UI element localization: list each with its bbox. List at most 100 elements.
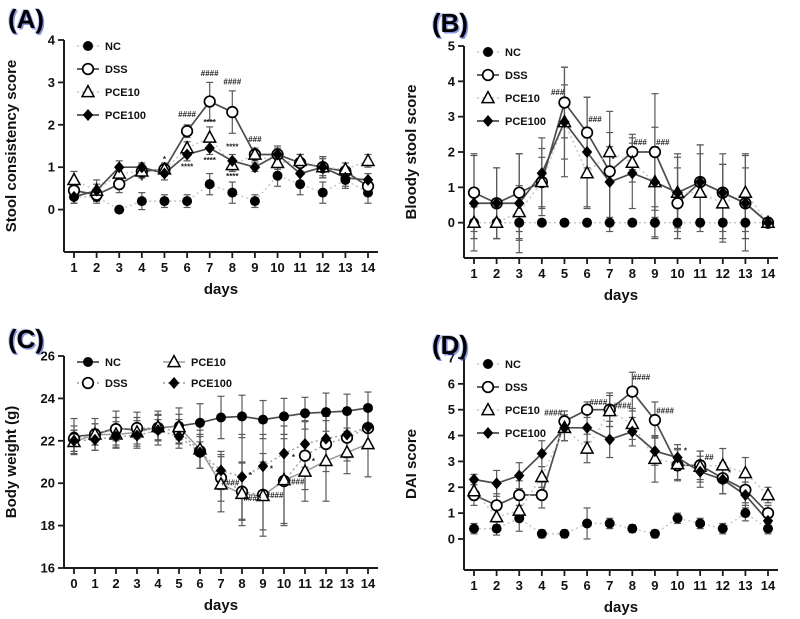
legend: NC DSS PCE10 PCE100: [77, 41, 146, 122]
y-tick-label: 1: [448, 180, 455, 195]
y-tick-label: 3: [448, 454, 455, 469]
significance-annotations: #### #### #### #### #### * ## *: [544, 373, 732, 478]
x-tick-label: 6: [183, 260, 190, 275]
x-tick-label: 6: [583, 578, 590, 593]
x-tick-label: 8: [629, 266, 636, 281]
annotation: *: [270, 465, 274, 474]
x-tick-label: 9: [259, 576, 266, 591]
annotation: ####: [244, 494, 262, 503]
series-markers-PCE10: [466, 403, 776, 523]
x-tick-label: 13: [738, 266, 752, 281]
panel-d-label: (D): [432, 330, 469, 360]
x-axis-label: days: [604, 599, 638, 616]
annotation: ****: [181, 162, 194, 171]
legend-label-PCE100: PCE100: [105, 110, 146, 122]
y-tick-label: 0: [448, 215, 455, 230]
x-tick-label: 13: [340, 576, 354, 591]
annotation: ****: [203, 118, 216, 127]
y-tick-label: 2: [48, 117, 55, 132]
legend-label-PCE10: PCE10: [105, 87, 140, 99]
x-tick-label: 3: [116, 260, 123, 275]
legend-label-NC: NC: [105, 41, 121, 53]
series-markers-PCE10: [466, 114, 776, 229]
annotation: ####: [223, 78, 241, 87]
x-tick-label: 8: [238, 576, 245, 591]
x-tick-label: 13: [738, 578, 752, 593]
y-tick-label: 4: [48, 33, 56, 48]
x-tick-label: 1: [470, 266, 477, 281]
x-tick-label: 5: [175, 576, 182, 591]
x-tick-label: 9: [651, 578, 658, 593]
x-tick-label: 5: [561, 266, 568, 281]
x-tick-label: 4: [154, 576, 162, 591]
significance-annotations: * * #### **** #### **** **** #### **** **** ###: [140, 69, 262, 185]
y-axis-label: Stool consistency score: [3, 60, 20, 233]
x-tick-label: 5: [161, 260, 168, 275]
annotation: ####: [222, 478, 240, 487]
annotation: ###: [588, 115, 602, 124]
x-tick-label: 2: [93, 260, 100, 275]
x-tick-label: 1: [70, 260, 77, 275]
legend-label-DSS: DSS: [105, 64, 128, 76]
legend-label-PCE100: PCE100: [505, 116, 546, 128]
x-tick-label: 10: [277, 576, 291, 591]
x-axis-label: days: [204, 597, 238, 614]
x-tick-label: 8: [629, 578, 636, 593]
y-tick-label: 6: [448, 376, 455, 391]
annotation: *: [292, 453, 296, 462]
x-tick-label: 14: [761, 266, 776, 281]
x-tick-label: 14: [361, 260, 376, 275]
legend-label-DSS: DSS: [505, 70, 528, 82]
panel-b-label: (B): [432, 8, 469, 38]
annotation: ###: [634, 138, 648, 147]
annotation: *: [163, 155, 167, 164]
x-tick-label: 10: [670, 578, 684, 593]
panel-a-label: (A): [8, 4, 45, 34]
x-tick-label: 4: [538, 578, 546, 593]
significance-annotations: ######## ########*** *: [222, 453, 316, 503]
x-tick-label: 8: [229, 260, 236, 275]
y-tick-label: 0: [448, 531, 455, 546]
x-tick-label: 0: [70, 576, 77, 591]
annotation: *: [612, 155, 616, 164]
x-tick-label: 7: [606, 266, 613, 281]
y-tick-label: 26: [41, 349, 55, 364]
y-tick-label: 24: [41, 391, 56, 406]
legend-label-PCE100: PCE100: [191, 378, 232, 390]
series-markers-PCE100: [68, 142, 374, 203]
x-tick-label: 7: [206, 260, 213, 275]
y-axis-label: Body weight (g): [3, 406, 20, 519]
x-tick-label: 14: [761, 578, 776, 593]
annotation: *: [140, 176, 144, 185]
annotation: ****: [203, 156, 216, 165]
significance-annotations: ### ### * ### ###: [551, 88, 670, 164]
y-tick-label: 3: [48, 75, 55, 90]
x-tick-label: 2: [112, 576, 119, 591]
annotation: ####: [544, 408, 562, 417]
x-tick-label: 11: [293, 260, 307, 275]
y-tick-label: 0: [48, 202, 55, 217]
y-tick-label: 1: [448, 506, 455, 521]
y-tick-label: 2: [448, 145, 455, 160]
legend: NC DSS PCE10 PCE100: [477, 359, 546, 440]
x-tick-label: 10: [270, 260, 284, 275]
x-tick-label: 9: [251, 260, 258, 275]
annotation: *: [312, 457, 316, 466]
y-tick-label: 18: [41, 518, 55, 533]
y-tick-label: 20: [41, 476, 55, 491]
series-markers-PCE100: [68, 421, 374, 483]
x-tick-label: 13: [338, 260, 352, 275]
x-tick-label: 6: [196, 576, 203, 591]
annotation: ####: [287, 477, 305, 486]
annotation: ####: [656, 407, 674, 416]
panel-c-label: (C): [8, 324, 45, 354]
annotation: ##: [705, 453, 714, 462]
legend-label-DSS: DSS: [105, 378, 128, 390]
